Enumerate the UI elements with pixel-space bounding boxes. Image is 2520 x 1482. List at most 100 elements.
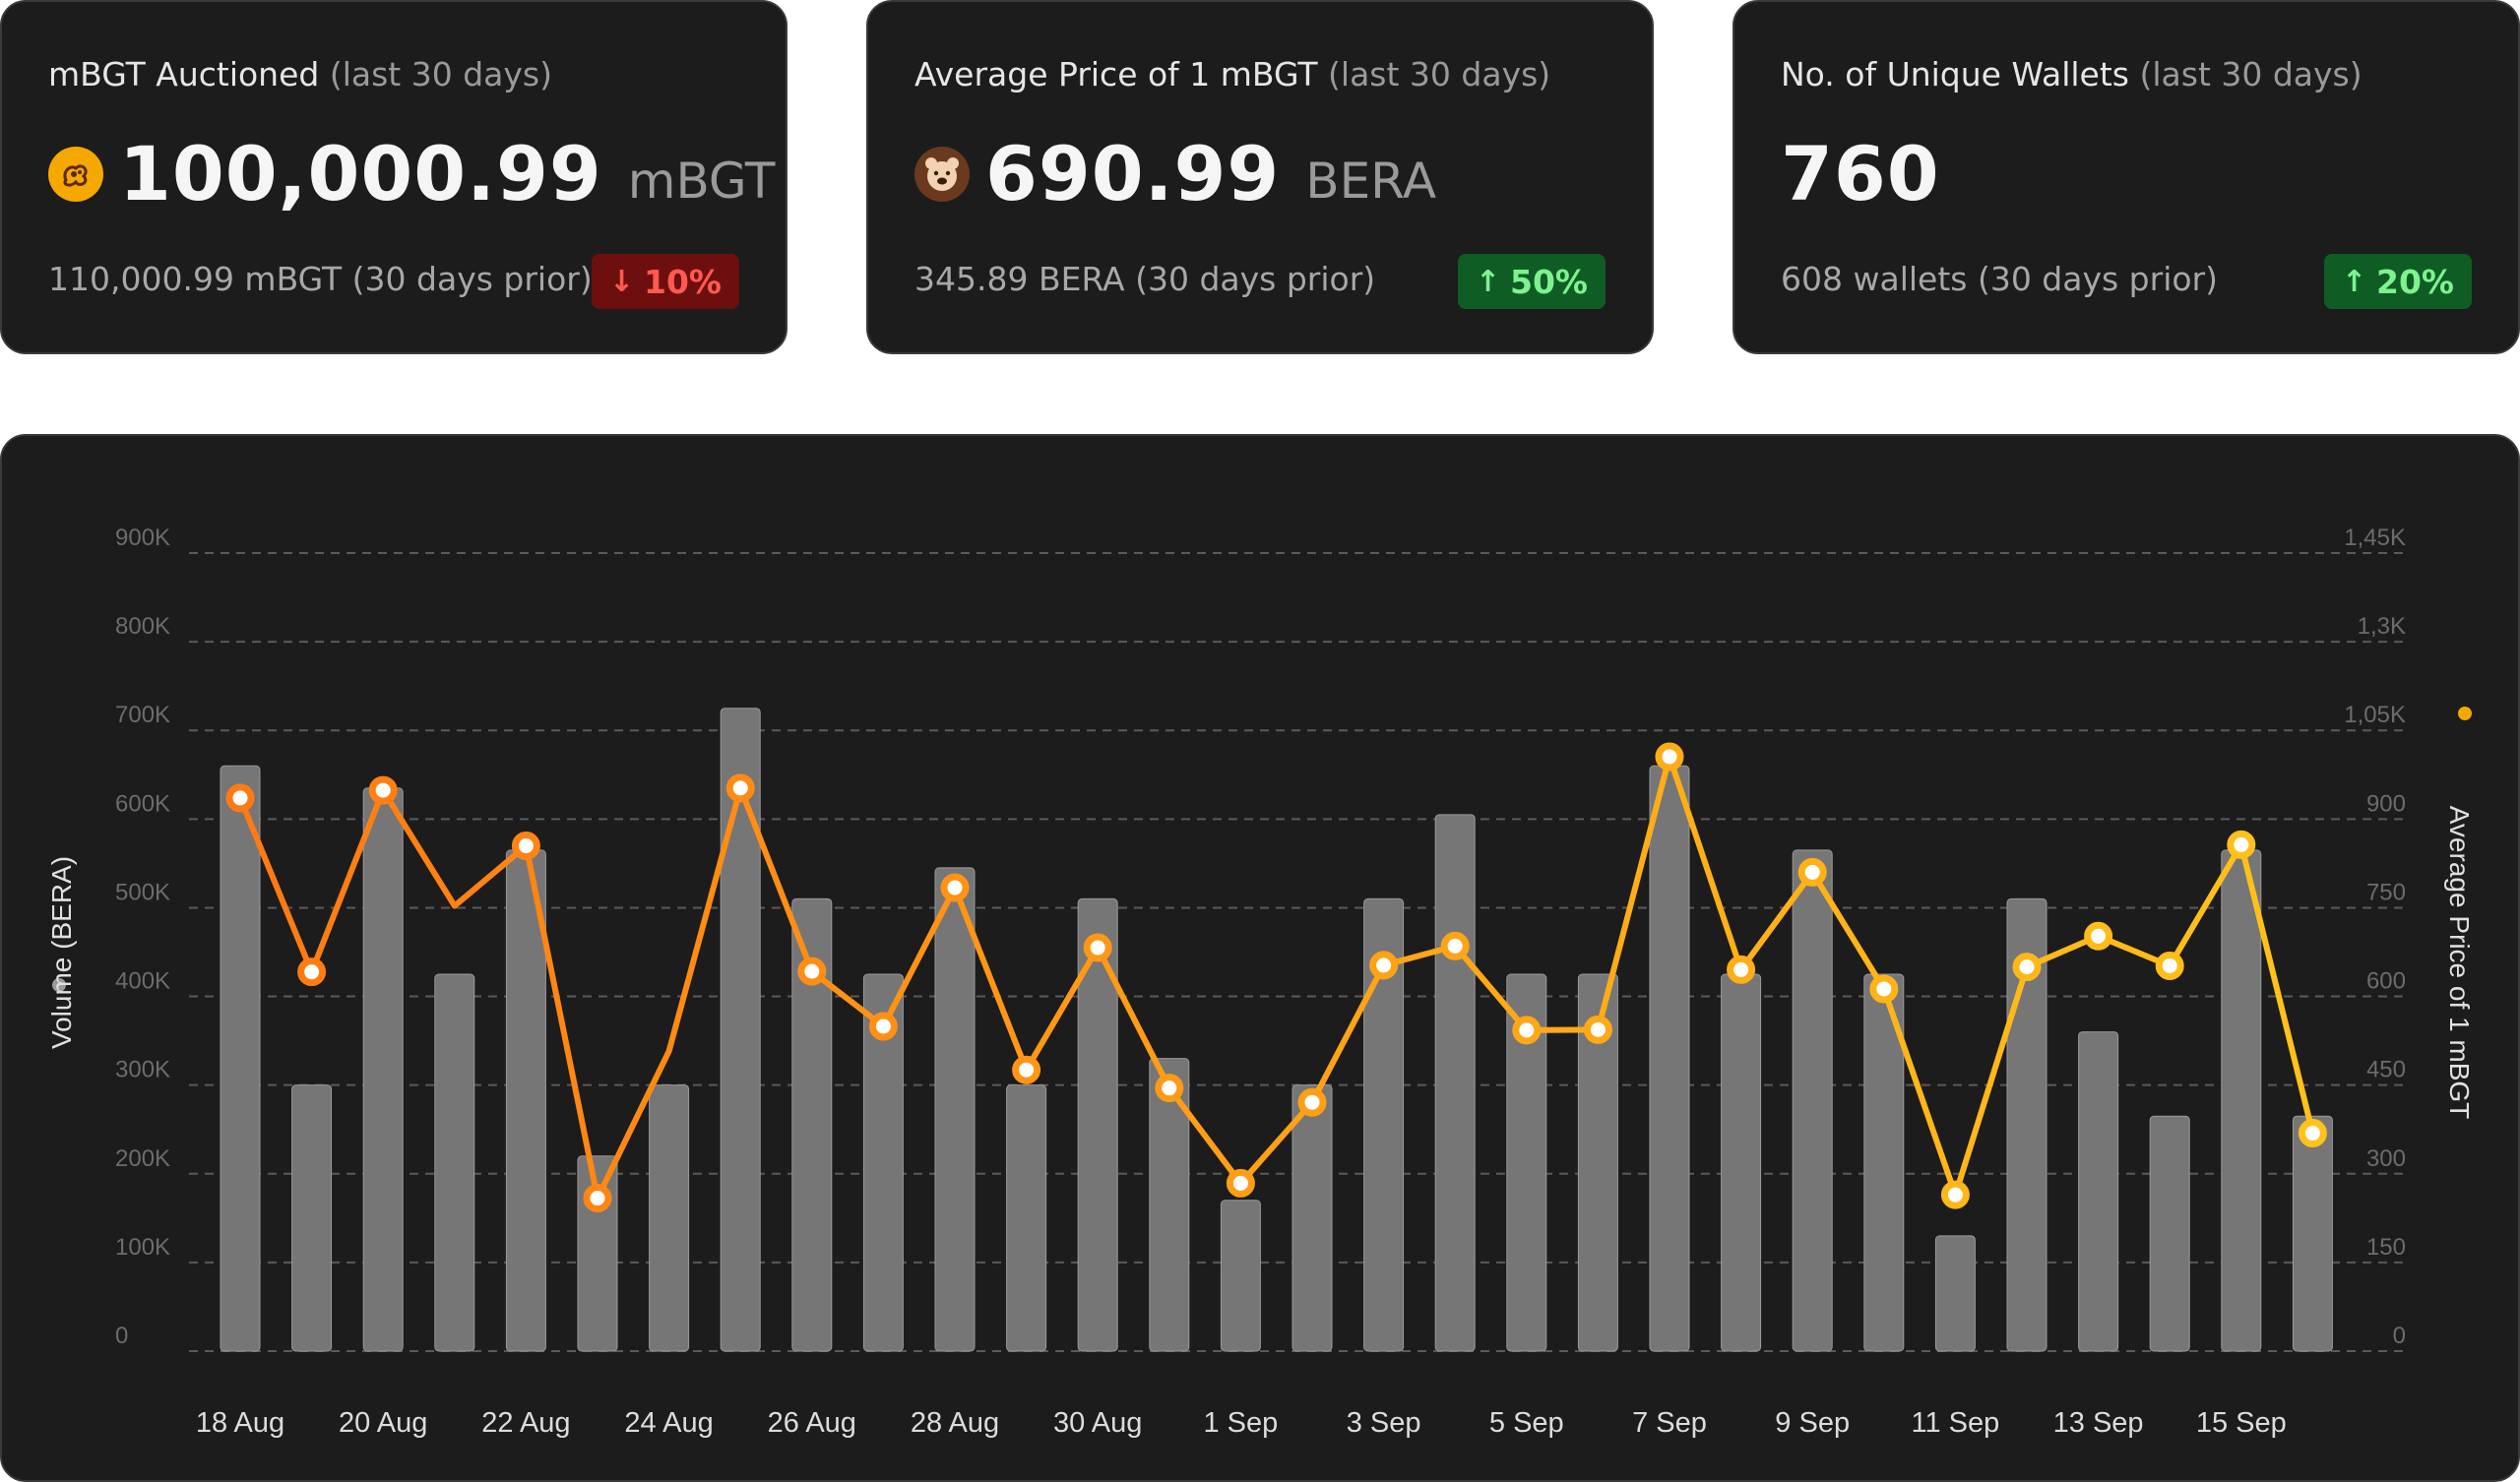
x-tick-label: 3 Sep xyxy=(1347,1407,1421,1439)
x-tick-label: 1 Sep xyxy=(1204,1407,1279,1439)
price-point xyxy=(1727,955,1756,984)
value-row: 690.99 BERA xyxy=(914,130,1436,217)
volume-bar xyxy=(934,867,976,1352)
volume-bar xyxy=(1006,1084,1047,1352)
volume-bar xyxy=(2149,1115,2190,1352)
y-tick-label: 600K xyxy=(115,790,170,817)
y2-tick-label: 600 xyxy=(2366,968,2406,995)
arrow-down-icon: ↓ xyxy=(608,264,634,299)
volume-bar xyxy=(649,1084,690,1352)
price-point xyxy=(297,957,327,987)
prior-period-value: 345.89 BERA (30 days prior) xyxy=(914,260,1376,298)
price-point xyxy=(1869,974,1899,1004)
arrow-up-icon: ↑ xyxy=(1475,264,1500,299)
y-tick-label: 400K xyxy=(115,968,170,995)
y-tick-label: 200K xyxy=(115,1145,170,1172)
volume-bar xyxy=(1577,973,1618,1352)
volume-bar xyxy=(1149,1058,1190,1352)
x-tick-label: 30 Aug xyxy=(1053,1407,1142,1439)
price-point xyxy=(511,832,540,861)
value-row: 100,000.99 mBGT xyxy=(48,130,775,217)
price-point xyxy=(2155,951,2184,980)
x-tick-label: 9 Sep xyxy=(1775,1407,1850,1439)
price-point xyxy=(2227,830,2256,859)
price-legend-dot xyxy=(2458,707,2472,720)
price-point xyxy=(1512,1016,1542,1045)
volume-price-chart: 0 0 100K 150 200K 300 300K 450 400K 600 500K 750 600… xyxy=(46,525,2475,1439)
x-tick-label: 22 Aug xyxy=(481,1407,570,1439)
y2-tick-label: 1,05K xyxy=(2344,702,2406,728)
mbgt-coin-icon xyxy=(48,146,103,202)
y2-tick-label: 150 xyxy=(2366,1234,2406,1261)
card-title: No. of Unique Wallets (last 30 days) xyxy=(1781,55,2362,93)
x-tick-label: 24 Aug xyxy=(624,1407,713,1439)
y2-tick-label: 1,3K xyxy=(2358,613,2406,640)
x-tick-label: 11 Sep xyxy=(1912,1407,2000,1439)
change-badge: ↑ 50% xyxy=(1457,254,1606,309)
volume-bar xyxy=(1863,973,1905,1352)
price-point xyxy=(2084,921,2113,951)
y-axis-title: Volume (BERA) xyxy=(46,856,77,1049)
y-tick-label: 900K xyxy=(115,525,170,551)
volume-bar xyxy=(1220,1200,1261,1352)
unit-label: mBGT xyxy=(627,152,776,210)
volume-bar xyxy=(720,708,761,1352)
average-price-value: 690.99 xyxy=(985,130,1281,217)
price-point xyxy=(1226,1168,1255,1198)
y-tick-label: 100K xyxy=(115,1234,170,1261)
y2-tick-label: 1,45K xyxy=(2344,525,2406,551)
volume-legend-dot xyxy=(52,978,66,992)
volume-bar xyxy=(291,1084,333,1352)
price-point xyxy=(1369,951,1399,980)
mbgt-auctioned-card: mBGT Auctioned (last 30 days) 100,000.99… xyxy=(0,0,788,354)
y2-tick-label: 0 xyxy=(2393,1323,2406,1349)
volume-bar xyxy=(362,787,404,1352)
arrow-up-icon: ↑ xyxy=(2341,264,2366,299)
price-point xyxy=(1012,1055,1041,1084)
unique-wallets-value: 760 xyxy=(1781,130,1940,217)
volume-bar xyxy=(1363,897,1405,1352)
x-tick-label: 15 Sep xyxy=(2196,1407,2287,1439)
y2-axis-title: Average Price of 1 mBGT xyxy=(2444,806,2475,1120)
price-point xyxy=(2012,953,2042,982)
change-badge: ↓ 10% xyxy=(591,254,739,309)
y-tick-label: 800K xyxy=(115,613,170,640)
x-tick-label: 26 Aug xyxy=(768,1407,856,1439)
price-point xyxy=(1297,1087,1327,1117)
unit-label: BERA xyxy=(1305,152,1437,210)
price-point xyxy=(225,783,255,813)
card-title: Average Price of 1 mBGT (last 30 days) xyxy=(914,55,1551,93)
card-title: mBGT Auctioned (last 30 days) xyxy=(48,55,552,93)
y-tick-label: 0 xyxy=(115,1323,128,1349)
price-point xyxy=(583,1184,612,1213)
volume-bar xyxy=(2006,897,2048,1352)
price-point xyxy=(368,775,398,805)
volume-bar xyxy=(1649,765,1690,1352)
y2-tick-label: 450 xyxy=(2366,1057,2406,1083)
y2-tick-label: 300 xyxy=(2366,1145,2406,1172)
price-point xyxy=(940,873,970,902)
y-tick-label: 300K xyxy=(115,1057,170,1083)
volume-bar xyxy=(1721,973,1762,1352)
price-point xyxy=(868,1012,898,1041)
price-point xyxy=(1797,857,1827,887)
volume-bar xyxy=(1792,849,1833,1352)
prior-period-value: 608 wallets (30 days prior) xyxy=(1781,260,2219,298)
price-point xyxy=(1940,1180,1970,1209)
price-point xyxy=(1583,1015,1612,1044)
volume-bar xyxy=(1292,1084,1333,1352)
mbgt-auctioned-value: 100,000.99 xyxy=(119,130,602,217)
volume-bar xyxy=(2078,1031,2119,1352)
price-point xyxy=(1655,742,1684,772)
y2-tick-label: 750 xyxy=(2366,879,2406,905)
volume-bar xyxy=(1434,814,1476,1352)
value-row: 760 xyxy=(1781,130,1940,217)
x-tick-label: 5 Sep xyxy=(1489,1407,1564,1439)
volume-bar xyxy=(2292,1115,2333,1352)
price-point xyxy=(1155,1074,1184,1103)
x-tick-label: 18 Aug xyxy=(196,1407,284,1439)
volume-bar xyxy=(220,765,261,1352)
prior-period-value: 110,000.99 mBGT (30 days prior) xyxy=(48,260,593,298)
volume-bar xyxy=(1077,897,1118,1352)
price-point xyxy=(725,773,755,803)
